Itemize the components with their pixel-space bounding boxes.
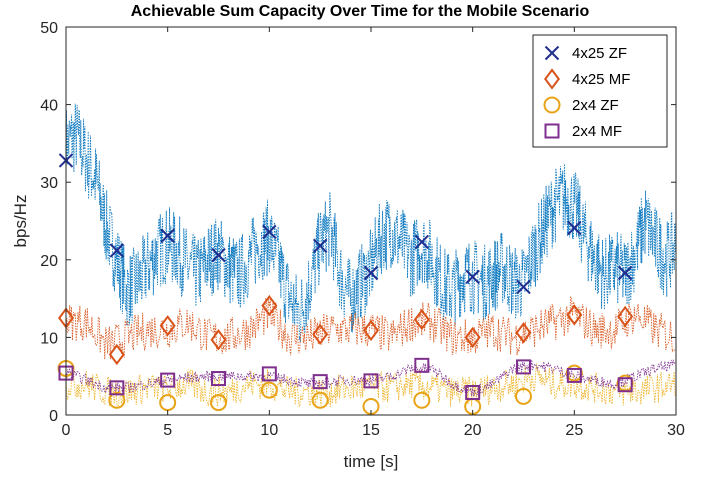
marker-s3-1 (109, 380, 125, 396)
legend-label-1: 4x25 MF (572, 71, 630, 88)
marker-s0-6 (363, 265, 379, 281)
y-axis-label: bps/Hz (11, 195, 30, 248)
marker-s0-5-b (312, 238, 328, 254)
series-trace-2 (65, 363, 676, 408)
marker-s0-1-b (109, 243, 125, 258)
marker-s0-11-b (617, 265, 633, 281)
marker-s2-5 (311, 391, 329, 409)
marker-s3-7 (414, 357, 430, 373)
marker-s1-5 (312, 323, 329, 345)
chart-traces (65, 103, 676, 408)
marker-s0-4-b (262, 224, 277, 240)
legend-label-0: 4x25 ZF (572, 45, 627, 62)
legend-marker-2 (543, 96, 561, 114)
marker-s0-10-b (567, 220, 582, 236)
marker-s0-2 (160, 228, 175, 243)
marker-s2-4 (260, 381, 278, 399)
marker-s0-4 (262, 224, 277, 240)
series-trace-3 (65, 359, 676, 397)
x-tick-label-6: 30 (667, 422, 685, 439)
marker-s3-4 (261, 366, 277, 382)
series-trace-1 (65, 296, 676, 360)
legend: 4x25 ZF 4x25 MF 2x4 ZF 2x4 MF (532, 34, 668, 148)
marker-s1-4 (261, 294, 278, 317)
marker-s1-11 (617, 305, 634, 328)
legend-label-2: 2x4 ZF (572, 97, 619, 114)
legend-marker-3 (544, 123, 560, 139)
marker-s3-5 (312, 374, 328, 390)
marker-s0-8 (465, 269, 480, 285)
marker-s0-6-b (363, 265, 379, 281)
legend-box (532, 34, 668, 148)
marker-s2-3 (210, 394, 227, 412)
y-tick-label-5: 50 (40, 20, 58, 37)
y-tick-label-4: 40 (40, 98, 58, 115)
marker-s3-8 (465, 384, 481, 400)
y-tick-label-1: 10 (40, 330, 58, 347)
marker-s2-1 (108, 391, 126, 409)
marker-s0-3-b (211, 247, 226, 263)
marker-s1-9 (515, 322, 532, 344)
marker-s3-3 (211, 371, 226, 387)
marker-s0-9 (516, 279, 531, 295)
legend-marker-0 (544, 45, 560, 61)
axes: 0 5 10 15 20 25 30 0 10 20 30 40 50 (40, 20, 685, 439)
marker-s0-1 (109, 243, 125, 258)
marker-s0-9-b (516, 279, 531, 295)
legend-label-3: 2x4 MF (572, 123, 622, 140)
marker-s0-5 (312, 238, 328, 254)
marker-s3-9 (516, 359, 531, 375)
series-trace-0 (65, 103, 676, 343)
marker-s1-6 (363, 319, 379, 342)
marker-s0-7-b (414, 234, 430, 250)
marker-s0-11 (617, 265, 633, 281)
marker-s1-8 (464, 326, 481, 349)
marker-s0-8-b (465, 269, 480, 285)
x-tick-label-4: 20 (464, 422, 482, 439)
marker-s3-11 (617, 377, 633, 393)
x-tick-label-5: 25 (565, 422, 583, 439)
marker-s0-2-b (160, 228, 175, 243)
y-tick-label-0: 0 (49, 408, 58, 425)
y-tick-label-3: 30 (40, 175, 58, 192)
x-tick-label-1: 5 (163, 422, 172, 439)
legend-marker-0-b (544, 45, 560, 61)
chart-title: Achievable Sum Capacity Over Time for th… (131, 3, 590, 20)
x-tick-label-2: 10 (260, 422, 278, 439)
marker-s2-9 (515, 387, 532, 405)
x-tick-label-0: 0 (62, 422, 71, 439)
legend-marker-1 (544, 68, 560, 90)
y-tick-label-2: 20 (40, 253, 58, 270)
marker-s3-10 (566, 367, 582, 383)
marker-s1-1 (108, 343, 125, 366)
x-axis-label: time [s] (344, 452, 399, 471)
marker-s2-2 (159, 394, 177, 412)
marker-s2-7 (413, 391, 431, 409)
marker-s1-3 (210, 329, 227, 351)
marker-s2-10 (565, 364, 583, 382)
marker-s3-2 (160, 372, 176, 388)
x-tick-label-3: 15 (362, 422, 380, 439)
marker-s0-10 (567, 220, 582, 236)
marker-s1-2 (159, 315, 176, 337)
marker-s0-3 (211, 247, 226, 263)
marker-s1-7 (413, 308, 430, 331)
marker-s0-7 (414, 234, 430, 250)
marker-s3-6 (363, 373, 379, 389)
marker-s1-10 (566, 304, 583, 326)
